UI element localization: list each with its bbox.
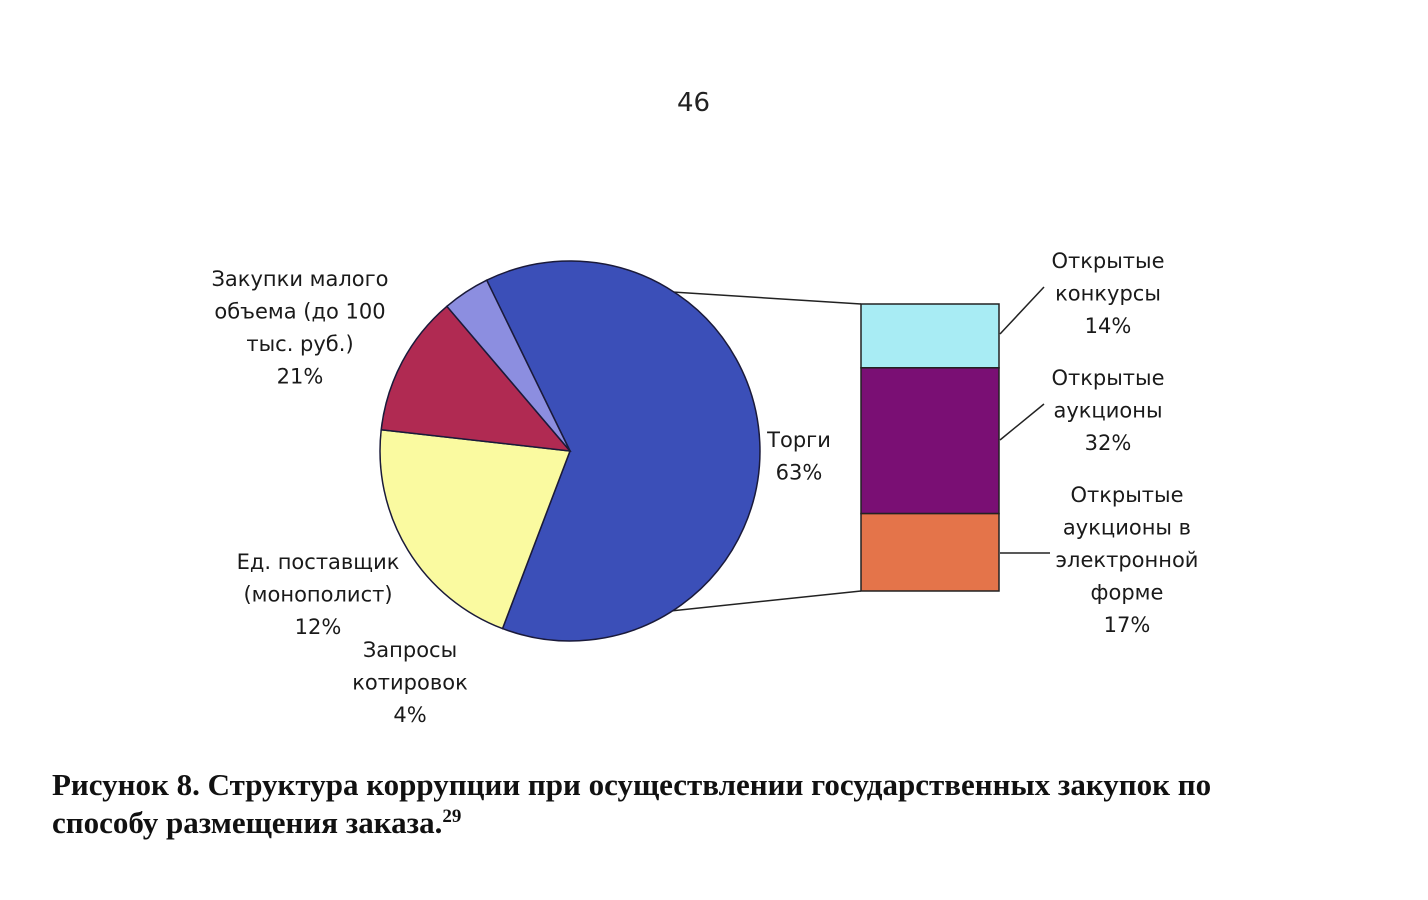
- pie-slice-small-volume: [379, 428, 572, 630]
- pie-label-quote-requests: Запросы котировок 4%: [352, 638, 468, 727]
- data-labels: Торги 63% Закупки малого объема (до 100 тыс.…: [211, 249, 1198, 727]
- pie-slice-quote-requests: [445, 279, 571, 452]
- bar-segment-open-tenders: [860, 303, 1000, 369]
- pie-slice-torgi: [485, 260, 761, 642]
- caption-line-2: способу размещения заказа.: [52, 805, 443, 840]
- leader-line-open-tenders: [999, 286, 1045, 335]
- page-number: 46: [676, 88, 711, 118]
- breakdown-bar: [860, 303, 1000, 592]
- bar-label-open-tenders: Открытые конкурсы 14%: [1051, 249, 1164, 338]
- pie-slice-single-supplier: [380, 305, 572, 452]
- pie-label-torgi: Торги 63%: [766, 428, 831, 485]
- pie-label-single-supplier: Ед. поставщик (монополист) 12%: [237, 550, 400, 639]
- bar-segment-e-auctions: [860, 512, 1000, 592]
- pie-label-small-volume: Закупки малого объема (до 100 тыс. руб.) 21…: [211, 267, 388, 389]
- figure-caption: Рисунок 8. Структура коррупции при осуще…: [52, 766, 1382, 842]
- pie-of-bar-chart: Торги 63% Закупки малого объема (до 100 тыс.…: [211, 249, 1198, 727]
- leader-lines: [999, 286, 1050, 554]
- caption-line-1: Рисунок 8. Структура коррупции при осуще…: [52, 767, 1212, 802]
- bar-label-e-auctions: Открытые аукционы в электронной форме 17%: [1056, 483, 1199, 637]
- leader-line-open-auctions: [999, 403, 1045, 441]
- bar-segment-open-auctions: [860, 367, 1000, 515]
- pie: [379, 260, 761, 642]
- bar-label-open-auctions: Открытые аукционы 32%: [1051, 366, 1164, 455]
- caption-footnote: 29: [442, 806, 462, 827]
